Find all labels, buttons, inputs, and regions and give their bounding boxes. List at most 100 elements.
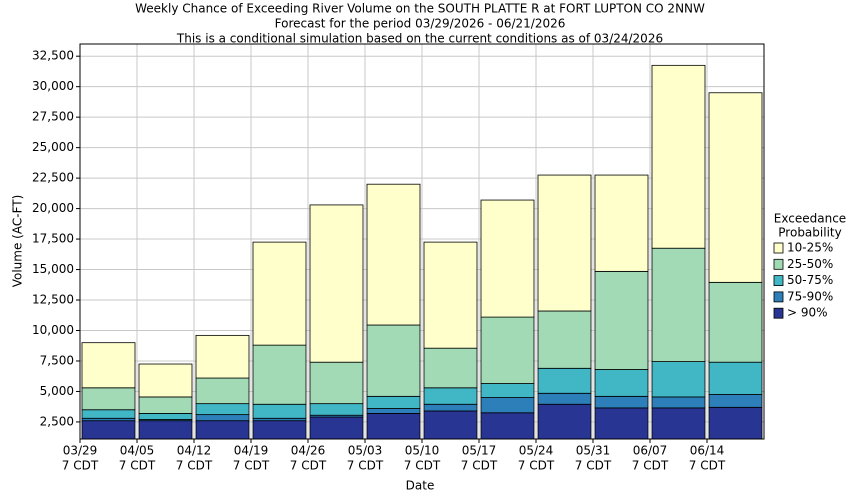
legend-swatch — [773, 307, 784, 319]
bar-segment — [651, 247, 706, 362]
x-tick-label: 05/03 — [348, 444, 383, 458]
plot-frame — [79, 43, 765, 440]
x-tick-label: 7 CDT — [290, 459, 327, 473]
chart-title: Weekly Chance of Exceeding River Volume … — [135, 2, 705, 16]
y-tick-label: 30,000 — [32, 79, 74, 93]
bar-segment — [138, 412, 193, 420]
x-tick-label: 7 CDT — [404, 459, 441, 473]
legend-title: Probability — [778, 226, 841, 240]
bar-segment — [366, 408, 421, 414]
x-tick-label: 05/17 — [462, 444, 497, 458]
bar-segment — [423, 241, 478, 349]
chart-title: Forecast for the period 03/29/2026 - 06/… — [275, 17, 566, 31]
bar-segment — [138, 363, 193, 398]
x-tick-label: 04/05 — [120, 444, 155, 458]
legend-label: 50-75% — [787, 273, 833, 287]
bar-segment — [708, 406, 763, 439]
bar-segment — [708, 281, 763, 363]
x-tick-label: 7 CDT — [62, 459, 99, 473]
y-tick-label: 2,500 — [40, 414, 74, 428]
bar-segment — [537, 310, 592, 369]
x-tick-label: 06/07 — [633, 444, 668, 458]
bar-segment — [138, 396, 193, 414]
x-tick-label: 04/26 — [291, 444, 326, 458]
bar-segment — [366, 395, 421, 409]
y-tick-label: 20,000 — [32, 201, 74, 215]
bar-segment — [423, 347, 478, 389]
bar-segment — [480, 383, 535, 398]
y-tick-label: 12,500 — [32, 293, 74, 307]
bar-segment — [195, 377, 250, 405]
bar-segment — [366, 412, 421, 439]
bar-segment — [81, 387, 136, 411]
bar-segment — [252, 403, 307, 419]
bar-segment — [81, 342, 136, 389]
y-tick-label: 5,000 — [40, 384, 74, 398]
bar-segment — [423, 403, 478, 412]
x-tick-label: 7 CDT — [689, 459, 726, 473]
y-tick-label: 15,000 — [32, 262, 74, 276]
bar-segment — [309, 403, 364, 416]
bar-segment — [480, 412, 535, 439]
legend-label: 10-25% — [787, 241, 833, 255]
y-tick-label: 22,500 — [32, 171, 74, 185]
bar-segment — [537, 174, 592, 312]
legend-label: 25-50% — [787, 257, 833, 271]
y-tick-label: 25,000 — [32, 140, 74, 154]
bar-segment — [480, 199, 535, 318]
legend-label: 75-90% — [787, 289, 833, 303]
x-axis-title: Date — [406, 479, 435, 493]
bar-segment — [252, 344, 307, 405]
bar-segment — [366, 324, 421, 397]
x-tick-label: 7 CDT — [575, 459, 612, 473]
x-tick-label: 03/29 — [63, 444, 98, 458]
bar-segment — [423, 410, 478, 439]
bar-segment — [309, 204, 364, 363]
bar-segment — [366, 183, 421, 326]
y-tick-label: 10,000 — [32, 323, 74, 337]
bar-segment — [423, 387, 478, 405]
x-tick-label: 7 CDT — [233, 459, 270, 473]
bar-segment — [81, 409, 136, 419]
x-tick-label: 05/10 — [405, 444, 440, 458]
bar-segment — [708, 394, 763, 408]
bar-segment — [594, 395, 649, 409]
y-tick-label: 7,500 — [40, 353, 74, 367]
chart-title: This is a conditional simulation based o… — [176, 32, 663, 46]
x-tick-label: 7 CDT — [518, 459, 555, 473]
bar-segment — [480, 397, 535, 414]
x-tick-label: 05/31 — [576, 444, 611, 458]
y-tick-label: 17,500 — [32, 232, 74, 246]
bar-segment — [708, 92, 763, 283]
bar-segment — [651, 64, 706, 249]
bar-segment — [651, 407, 706, 439]
legend-label: > 90% — [787, 306, 828, 320]
x-tick-label: 04/12 — [177, 444, 212, 458]
y-axis-title: Volume (AC-FT) — [11, 195, 25, 288]
x-tick-label: 7 CDT — [347, 459, 384, 473]
legend-swatch — [773, 258, 784, 270]
x-tick-label: 7 CDT — [632, 459, 669, 473]
bar-segment — [594, 174, 649, 272]
bar-segment — [594, 270, 649, 370]
x-tick-label: 7 CDT — [119, 459, 156, 473]
bar-segment — [537, 367, 592, 394]
bar-segment — [309, 361, 364, 405]
legend-swatch — [773, 291, 784, 303]
bar-segment — [537, 392, 592, 405]
bar-segment — [651, 361, 706, 398]
bar-segment — [480, 316, 535, 384]
y-tick-label: 32,500 — [32, 49, 74, 63]
bar-segment — [195, 334, 250, 379]
bar-segment — [594, 407, 649, 439]
bar-segment — [651, 396, 706, 409]
x-tick-label: 7 CDT — [176, 459, 213, 473]
bar-segment — [594, 369, 649, 397]
x-tick-label: 06/14 — [690, 444, 725, 458]
bar-segment — [195, 403, 250, 416]
legend-title: Exceedance — [774, 212, 846, 226]
y-tick-label: 27,500 — [32, 110, 74, 124]
x-tick-label: 04/19 — [234, 444, 269, 458]
legend-swatch — [773, 242, 784, 254]
